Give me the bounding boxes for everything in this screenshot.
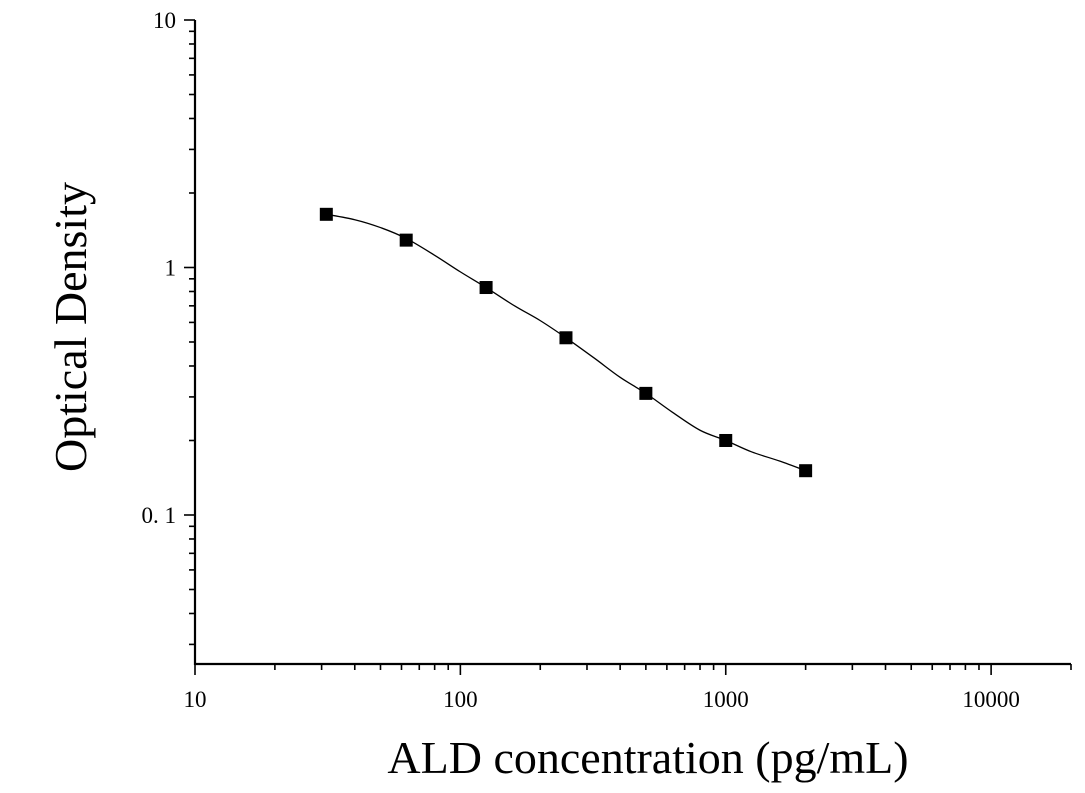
x-axis-ticks xyxy=(194,664,1072,675)
data-point xyxy=(719,433,733,447)
x-tick-label: 10 xyxy=(184,687,207,712)
data-point xyxy=(559,331,573,345)
data-markers xyxy=(319,207,813,478)
y-axis-title: Optical Density xyxy=(45,182,96,472)
y-tick-label: 10 xyxy=(153,8,176,33)
data-point xyxy=(479,281,493,295)
x-tick-labels: 10 100 1000 10000 xyxy=(184,687,1020,712)
x-tick-label: 100 xyxy=(443,687,478,712)
plot-area: 10 100 1000 10000 10 1 0. 1 xyxy=(142,8,1072,712)
data-point xyxy=(319,207,333,221)
y-tick-labels: 10 1 0. 1 xyxy=(142,8,177,528)
y-tick-label: 1 xyxy=(165,255,177,280)
data-point xyxy=(399,233,413,247)
data-point xyxy=(799,464,813,478)
x-tick-label: 10000 xyxy=(962,687,1020,712)
x-tick-label: 1000 xyxy=(703,687,749,712)
x-axis-title: ALD concentration (pg/mL) xyxy=(387,732,908,783)
data-point xyxy=(639,386,653,400)
y-tick-label: 0. 1 xyxy=(142,503,177,528)
y-axis-ticks xyxy=(184,19,195,646)
